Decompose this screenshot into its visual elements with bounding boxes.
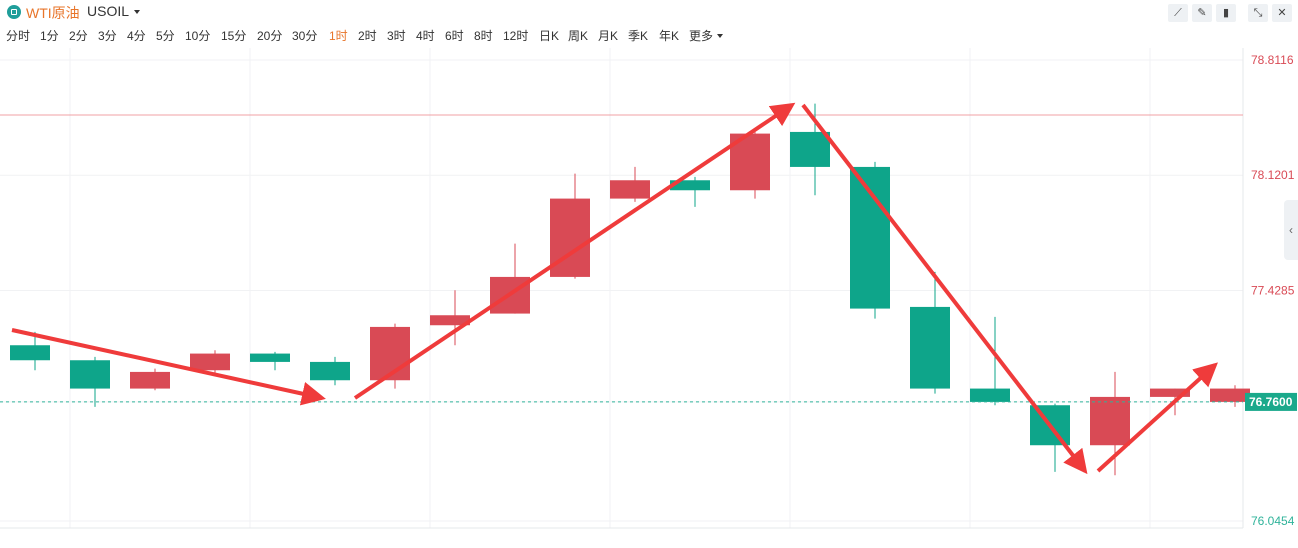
timeframe-1[interactable]: 1分 — [40, 29, 59, 43]
pen-icon[interactable]: ✎ — [1192, 4, 1212, 22]
timeframe-7[interactable]: 15分 — [221, 29, 247, 43]
candle-body-3 — [190, 353, 230, 371]
timeframe-3[interactable]: 3分 — [98, 29, 117, 43]
chart-header: WTI原油 USOIL ⟋ ✎ ▮ ⤡ ✕ — [0, 0, 1298, 26]
trend-arrow-1 — [353, 102, 796, 400]
timeframe-21[interactable]: 年K — [659, 29, 680, 43]
timeframe-9[interactable]: 30分 — [292, 29, 318, 43]
timeframe-20[interactable]: 季K — [628, 29, 649, 43]
candle-body-4 — [250, 353, 290, 362]
more-caret-icon — [717, 34, 723, 38]
candlestick-chart: 78.8116 78.1201 77.4285 76.0454 76.7600 — [0, 48, 1297, 529]
candle-body-1 — [70, 360, 110, 389]
candle-body-15 — [910, 306, 950, 389]
candle-body-19 — [1150, 388, 1190, 397]
timeframe-2[interactable]: 2分 — [69, 29, 88, 43]
symbol-name[interactable]: WTI原油 — [26, 5, 80, 21]
trend-arrow-2 — [801, 103, 1088, 475]
candle-body-10 — [610, 180, 650, 199]
symbol-logo-icon — [7, 5, 21, 19]
symbol-code[interactable]: USOIL — [87, 3, 130, 19]
timeframe-16[interactable]: 12时 — [503, 29, 529, 43]
current-price-tag — [1245, 392, 1297, 411]
candle-body-2 — [130, 371, 170, 389]
trend-arrow-3 — [1096, 362, 1218, 473]
timeframe-10[interactable]: 1时 — [329, 29, 348, 43]
timeframe-18[interactable]: 周K — [568, 29, 589, 43]
close-icon[interactable]: ✕ — [1272, 4, 1292, 22]
candle-body-20 — [1210, 388, 1250, 402]
timeframe-4[interactable]: 4分 — [127, 29, 146, 43]
timeframe-17[interactable]: 日K — [539, 29, 560, 43]
candle-body-11 — [670, 180, 710, 191]
candle-body-5 — [310, 361, 350, 381]
chevron-left-icon[interactable]: ‹ — [1284, 200, 1298, 260]
timeframe-22[interactable]: 更多 — [689, 29, 714, 43]
timeframe-14[interactable]: 6时 — [445, 29, 464, 43]
timeframe-8[interactable]: 20分 — [257, 29, 283, 43]
candle-body-7 — [430, 315, 470, 326]
candle-body-18 — [1090, 396, 1130, 446]
timeframe-5[interactable]: 5分 — [156, 29, 175, 43]
current-price-label: 76.7600 — [1249, 395, 1293, 409]
timeframe-15[interactable]: 8时 — [474, 29, 493, 43]
y-tick-label-1: 78.1201 — [1251, 168, 1295, 182]
trend-arrow-0 — [11, 328, 326, 406]
symbol-dropdown-caret-icon[interactable] — [134, 10, 140, 14]
y-tick-label-4: 76.0454 — [1251, 514, 1295, 528]
timeframe-0[interactable]: 分时 — [6, 29, 31, 43]
candle-body-0 — [10, 345, 50, 361]
line-tool-icon[interactable]: ⟋ — [1168, 4, 1188, 22]
candle-body-6 — [370, 326, 410, 381]
candle-body-13 — [790, 131, 830, 167]
candle-body-14 — [850, 166, 890, 309]
candle-style-icon[interactable]: ▮ — [1216, 4, 1236, 22]
y-tick-label-0: 78.8116 — [1251, 53, 1294, 67]
timeframe-6[interactable]: 10分 — [185, 29, 211, 43]
timeframe-19[interactable]: 月K — [598, 29, 619, 43]
timeframe-12[interactable]: 3时 — [387, 29, 406, 43]
candle-body-16 — [970, 388, 1010, 402]
timeframe-11[interactable]: 2时 — [358, 29, 377, 43]
timeframe-13[interactable]: 4时 — [416, 29, 435, 43]
shrink-icon[interactable]: ⤡ — [1248, 4, 1268, 22]
y-tick-label-2: 77.4285 — [1251, 284, 1295, 298]
